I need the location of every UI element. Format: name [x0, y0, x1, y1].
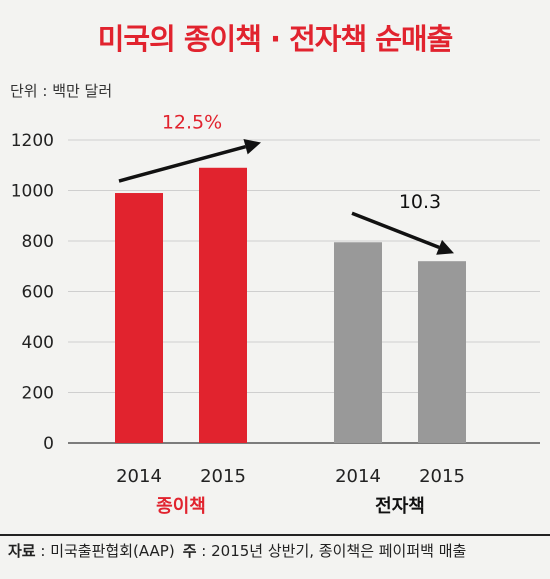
- y-tick-label: 0: [43, 434, 54, 454]
- note-label: 주: [182, 542, 197, 560]
- x-tick-label: 2014: [116, 466, 162, 487]
- note-sep: :: [196, 542, 212, 560]
- change-label: 10.3: [399, 191, 441, 213]
- x-axis-ticks: 2014 2015 종이책 2014 2015 전자책: [116, 466, 465, 517]
- footer-note: 자료 : 미국출판협회(AAP) 주 : 2015년 상반기, 종이책은 페이퍼백…: [0, 534, 550, 579]
- y-tick-label: 200: [22, 384, 54, 404]
- trend-arrowhead: [243, 138, 261, 155]
- group-label: 전자책: [375, 496, 425, 517]
- chart-title: 미국의 종이책 · 전자책 순매출: [97, 22, 454, 56]
- bar-ebook-2015: [418, 261, 466, 443]
- y-tick-label: 600: [22, 283, 54, 303]
- x-tick-label: 2015: [419, 466, 465, 487]
- y-axis-ticks: 0 200 400 600 800 1000 1200: [11, 131, 54, 454]
- trend-arrow-line: [118, 145, 247, 183]
- x-tick-label: 2014: [335, 466, 381, 487]
- y-tick-label: 1200: [11, 131, 54, 151]
- y-tick-label: 800: [22, 232, 54, 252]
- bars: [115, 167, 466, 443]
- unit-label: 단위 : 백만 달러: [10, 82, 113, 100]
- bar-paper-2015: [199, 167, 247, 443]
- group-label: 종이책: [156, 496, 206, 517]
- source-sep: :: [35, 542, 51, 560]
- y-tick-label: 1000: [11, 182, 54, 202]
- trend-arrowhead: [436, 239, 454, 255]
- trend-arrow-line: [351, 211, 440, 249]
- note-value: 2015년 상반기, 종이책은 페이퍼백 매출: [211, 542, 467, 560]
- bar-ebook-2014: [334, 242, 382, 443]
- change-label: 12.5%: [162, 112, 222, 134]
- x-tick-label: 2015: [200, 466, 246, 487]
- bar-paper-2014: [115, 193, 163, 443]
- y-tick-label: 400: [22, 333, 54, 353]
- annotations: 12.5% 10.3: [118, 112, 454, 255]
- source-label: 자료: [8, 542, 36, 560]
- source-value: 미국출판협회(AAP): [50, 542, 175, 560]
